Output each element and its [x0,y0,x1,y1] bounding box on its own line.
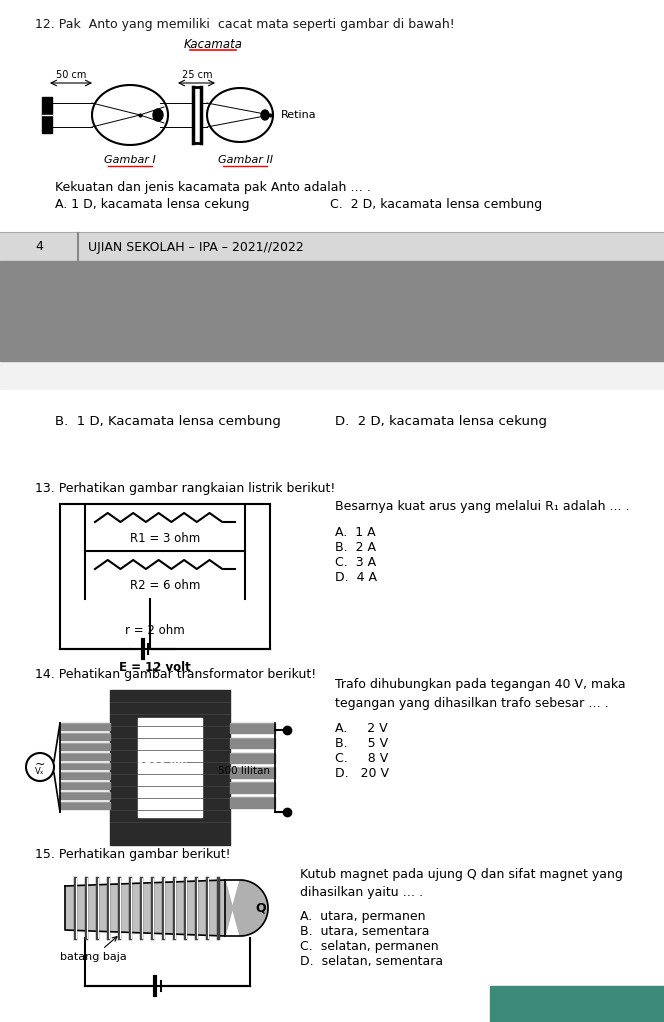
Text: Kutub magnet pada ujung Q dan sifat magnet yang
dihasilkan yaitu … .: Kutub magnet pada ujung Q dan sifat magn… [300,868,623,899]
Text: UJIAN SEKOLAH – IPA – 2021//2022: UJIAN SEKOLAH – IPA – 2021//2022 [88,240,303,253]
Text: D.  2 D, kacamata lensa cekung: D. 2 D, kacamata lensa cekung [335,415,547,428]
Text: R2 = 6 ohm: R2 = 6 ohm [130,579,200,592]
Text: Trafo dihubungkan pada tegangan 40 V, maka
tegangan yang dihasilkan trafo sebesa: Trafo dihubungkan pada tegangan 40 V, ma… [335,678,625,710]
Text: 500 lilitan: 500 lilitan [218,766,270,776]
Bar [0,233,664,261]
Bar [230,738,275,748]
Bar [0,361,664,1022]
Text: 25 cm: 25 cm [182,69,212,80]
Text: A. 1 D, kacamata lensa cekung: A. 1 D, kacamata lensa cekung [55,198,250,211]
Text: A.  1 A: A. 1 A [335,526,376,539]
Bar [230,782,275,793]
Text: ~: ~ [35,757,45,771]
Bar [230,797,275,807]
Text: 13. Perhatikan gambar rangkaian listrik berikut!: 13. Perhatikan gambar rangkaian listrik … [35,482,335,495]
Text: Kacamata: Kacamata [183,38,242,51]
Text: C.  selatan, permanen: C. selatan, permanen [300,940,439,953]
Ellipse shape [153,109,163,121]
Polygon shape [225,880,268,936]
Text: Vₓ: Vₓ [35,768,44,777]
Ellipse shape [261,110,269,120]
Bar [60,773,110,780]
Text: D.  4 A: D. 4 A [335,571,377,584]
Bar [60,733,110,740]
Text: R1 = 3 ohm: R1 = 3 ohm [130,532,200,545]
Text: 14. Pehatikan gambar transformator berikut!: 14. Pehatikan gambar transformator berik… [35,668,316,681]
Text: Gambar II: Gambar II [218,155,272,165]
Bar [230,768,275,778]
Bar [60,752,110,759]
Text: B.     5 V: B. 5 V [335,737,388,750]
Text: D.   20 V: D. 20 V [335,766,389,780]
Bar [0,361,664,1022]
Text: 12. Pak  Anto yang memiliki  cacat mata seperti gambar di bawah!: 12. Pak Anto yang memiliki cacat mata se… [35,18,455,31]
Text: B.  1 D, Kacamata lensa cembung: B. 1 D, Kacamata lensa cembung [55,415,281,428]
Text: Q: Q [255,901,266,915]
Bar [60,723,110,730]
Bar [490,986,664,1022]
Text: Retina: Retina [281,110,317,120]
Text: C.  2 D, kacamata lensa cembung: C. 2 D, kacamata lensa cembung [330,198,542,211]
Bar [60,762,110,770]
Text: E = 12 volt: E = 12 volt [119,661,191,673]
Bar [60,792,110,799]
Bar [110,690,230,845]
Text: 2500 lilitan: 2500 lilitan [137,762,203,773]
Bar [42,97,52,133]
Bar [60,743,110,750]
Bar [60,802,110,809]
Bar [138,718,202,817]
Text: C.  3 A: C. 3 A [335,556,376,569]
Bar [60,782,110,789]
Text: Gambar I: Gambar I [104,155,156,165]
Text: r = 2 ohm: r = 2 ohm [125,624,185,637]
Text: B.  2 A: B. 2 A [335,541,376,554]
Text: B.  utara, sementara: B. utara, sementara [300,925,430,938]
Bar [0,261,664,361]
Text: 4: 4 [35,240,43,253]
Bar [0,390,664,1022]
Text: A.     2 V: A. 2 V [335,722,388,735]
Text: A.  utara, permanen: A. utara, permanen [300,910,426,923]
Text: 15. Perhatikan gambar berikut!: 15. Perhatikan gambar berikut! [35,848,230,861]
Bar [230,752,275,763]
Text: 50 cm: 50 cm [56,69,86,80]
Text: C.     8 V: C. 8 V [335,752,388,765]
Text: batang baja: batang baja [60,936,127,962]
Polygon shape [65,880,225,936]
Bar [0,0,664,232]
Text: Kekuatan dan jenis kacamata pak Anto adalah … .: Kekuatan dan jenis kacamata pak Anto ada… [55,181,371,194]
Text: Besarnya kuat arus yang melalui R₁ adalah ... .: Besarnya kuat arus yang melalui R₁ adala… [335,500,629,513]
Bar [230,723,275,734]
Text: D.  selatan, sementara: D. selatan, sementara [300,955,443,968]
